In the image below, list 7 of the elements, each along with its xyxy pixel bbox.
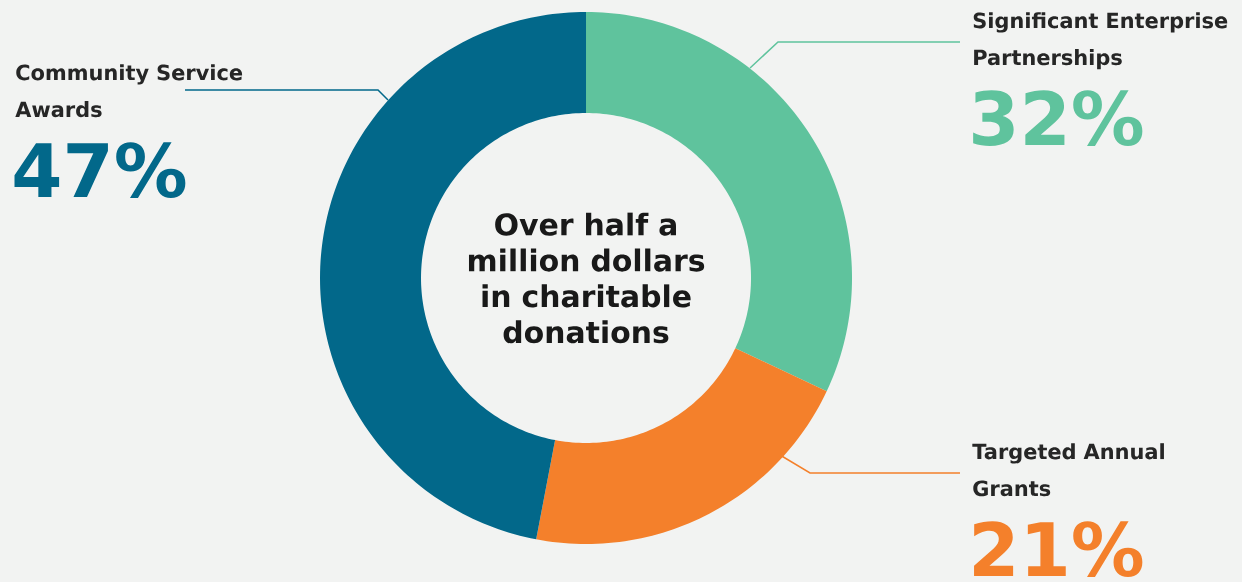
data-label: 47%: [14, 142, 186, 198]
slice-label: Community Service Awards: [15, 64, 243, 118]
data-label: 21%: [974, 521, 1143, 577]
slice-label: Significant Enterprise Partnerships: [973, 12, 1228, 70]
data-label: 32%: [973, 90, 1143, 146]
text: Over half a million dollars in charitable donations: [468, 212, 705, 344]
slice-label: Targeted Annual Grants: [972, 443, 1164, 497]
